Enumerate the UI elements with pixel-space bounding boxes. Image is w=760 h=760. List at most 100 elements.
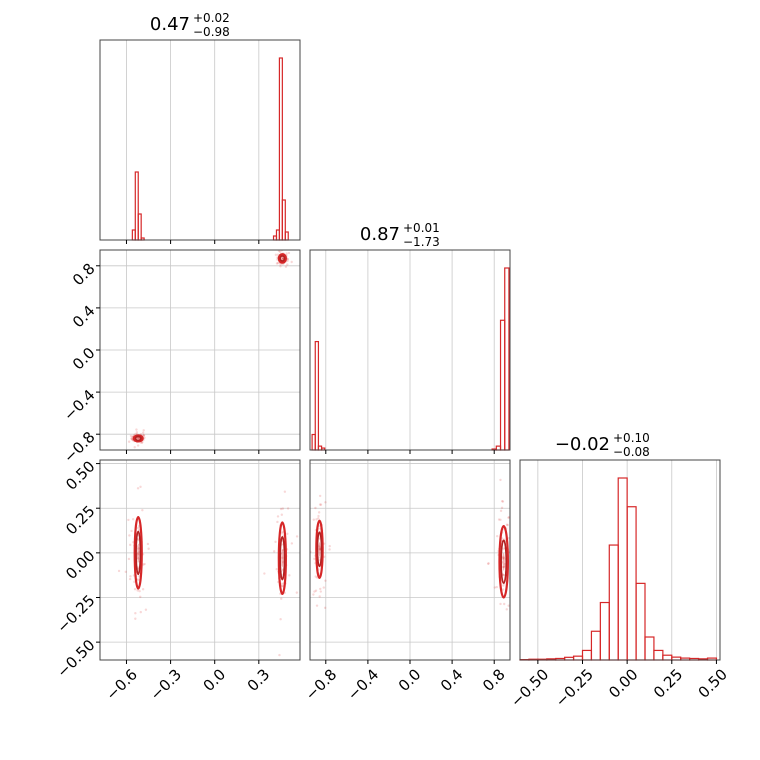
- scatter-point: [312, 593, 315, 596]
- scatter-point: [134, 617, 137, 620]
- scatter-point: [142, 434, 145, 437]
- histogram-bar: [626, 506, 637, 661]
- panel-frame: [99, 39, 301, 241]
- scatter-point: [486, 562, 490, 565]
- param-title-minus-0: −0.98: [193, 25, 230, 39]
- contour-inner: [316, 531, 323, 568]
- scatter-point: [141, 431, 145, 434]
- scatter-point: [500, 500, 504, 503]
- scatter-point: [318, 547, 322, 550]
- x-tick-label: 0.4: [437, 665, 467, 695]
- scatter-point: [511, 556, 513, 558]
- scatter-point: [285, 252, 288, 255]
- scatter-point: [290, 542, 294, 545]
- histogram-bar: [662, 654, 673, 661]
- scatter-point: [141, 588, 145, 591]
- contour-outer: [133, 516, 143, 590]
- scatter-point: [136, 444, 140, 447]
- scatter-point: [281, 507, 285, 510]
- scatter-point: [286, 257, 289, 261]
- scatter-point: [501, 588, 505, 591]
- scatter-point: [136, 454, 138, 456]
- scatter-point: [137, 578, 140, 581]
- y-tick-label: −0.50: [53, 636, 98, 681]
- histogram-bar: [644, 636, 655, 661]
- contour-core: [281, 549, 284, 568]
- scatter-point: [136, 547, 140, 550]
- scatter-point: [130, 529, 133, 533]
- scatter-point: [281, 556, 284, 560]
- scatter-point: [306, 563, 308, 565]
- scatter-point: [147, 547, 150, 550]
- scatter-point: [280, 532, 283, 535]
- scatter-point: [136, 526, 140, 530]
- scatter-point: [127, 557, 131, 561]
- contour-core: [318, 542, 321, 557]
- scatter-point: [279, 507, 283, 511]
- scatter-point: [136, 552, 139, 555]
- param-title-0: 0.47: [150, 14, 190, 35]
- scatter-point: [138, 589, 141, 593]
- scatter-point: [505, 608, 508, 611]
- scatter-point: [135, 428, 138, 431]
- histogram-bar: [581, 649, 593, 661]
- scatter-point: [280, 513, 284, 516]
- scatter-point: [502, 573, 506, 577]
- scatter-point: [501, 500, 505, 503]
- scatter-point: [143, 436, 146, 439]
- contour-inner: [500, 539, 508, 585]
- y-tick-label: 0.0: [69, 344, 99, 374]
- x-tick-label: 0.8: [479, 665, 509, 695]
- scatter-point: [319, 503, 323, 506]
- scatter-point: [284, 265, 288, 268]
- x-tick-label: −0.6: [102, 665, 140, 703]
- x-tick-label: 0.00: [605, 665, 641, 701]
- pair-panel-1-2: [309, 459, 513, 664]
- scatter-point: [502, 556, 506, 559]
- x-tick-label: 0.50: [695, 665, 731, 701]
- x-tick-label: −0.8: [302, 665, 340, 703]
- y-tick-label: −0.25: [53, 591, 98, 636]
- scatter-point: [318, 545, 321, 549]
- scatter-point: [328, 548, 331, 551]
- scatter-point: [501, 565, 505, 569]
- scatter-point: [281, 584, 284, 588]
- pair-panel-0-2: [96, 459, 308, 664]
- histogram-bar: [314, 340, 320, 451]
- scatter-point: [295, 535, 299, 538]
- scatter-point: [134, 612, 137, 615]
- scatter-point: [290, 260, 293, 264]
- scatter-point: [279, 250, 282, 254]
- x-tick-label: 0.3: [244, 665, 274, 695]
- contour-inner: [134, 435, 142, 442]
- scatter-point: [318, 503, 322, 506]
- scatter-point: [272, 550, 276, 553]
- scatter-point: [283, 490, 287, 493]
- histogram-bar: [284, 231, 289, 241]
- contour-core: [281, 257, 284, 260]
- scatter-point: [493, 586, 496, 589]
- histogram-bar: [499, 319, 506, 451]
- scatter-point: [324, 579, 327, 582]
- scatter-point: [137, 560, 140, 563]
- contour-core: [137, 437, 140, 440]
- y-tick-label: 0.4: [69, 302, 99, 332]
- histogram-bar: [137, 213, 142, 241]
- scatter-point: [129, 575, 132, 578]
- contour-outer: [498, 524, 509, 599]
- scatter-point: [503, 602, 506, 606]
- scatter-point: [500, 506, 504, 510]
- scatter-point: [495, 534, 499, 538]
- scatter-point: [495, 585, 498, 589]
- scatter-point: [318, 595, 321, 598]
- contour-inner: [279, 535, 286, 581]
- contour-outer: [132, 434, 144, 443]
- x-tick-label: 0.0: [200, 665, 230, 695]
- scatter-point: [319, 590, 322, 593]
- scatter-point: [277, 250, 281, 253]
- scatter-point: [315, 518, 318, 521]
- scatter-point: [499, 478, 502, 482]
- contour-outer: [277, 521, 287, 596]
- scatter-point: [278, 653, 281, 657]
